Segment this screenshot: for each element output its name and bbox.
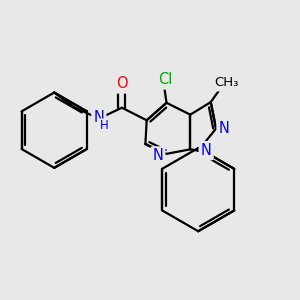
Text: N: N — [201, 143, 212, 158]
Text: N: N — [93, 110, 104, 125]
Text: N: N — [152, 148, 164, 164]
Text: CH₃: CH₃ — [214, 76, 238, 89]
Text: N: N — [218, 121, 230, 136]
Text: H: H — [99, 119, 108, 132]
Text: O: O — [116, 76, 128, 92]
Text: Cl: Cl — [158, 73, 172, 88]
